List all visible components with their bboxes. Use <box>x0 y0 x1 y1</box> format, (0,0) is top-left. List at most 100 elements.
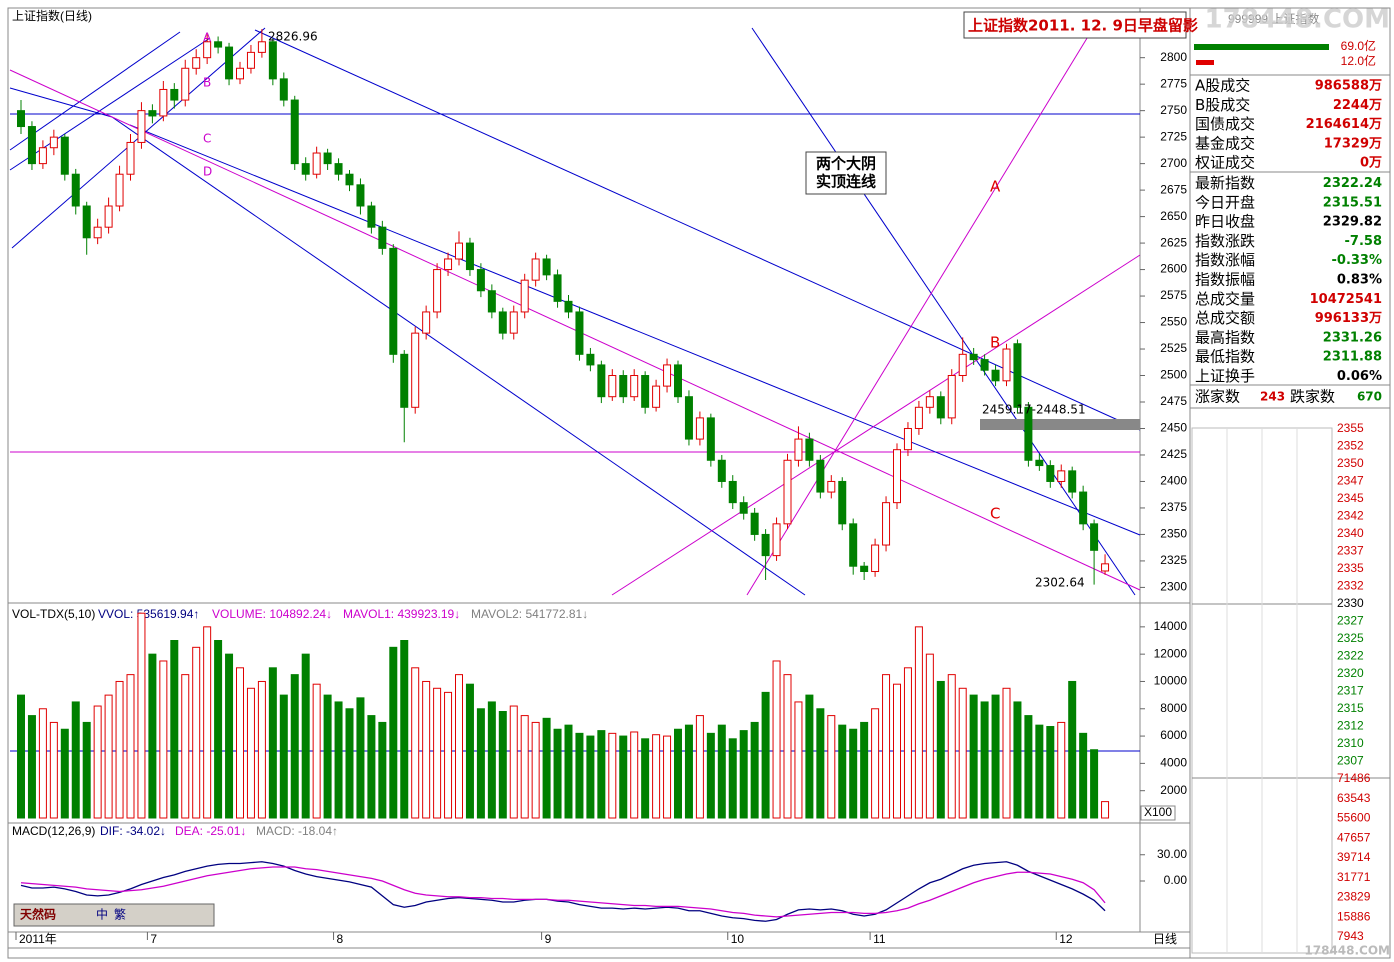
volume-bar <box>969 694 978 819</box>
intraday-price-label: 2325 <box>1337 631 1364 645</box>
volume-bar <box>717 724 726 819</box>
volume-bar <box>925 653 934 819</box>
volume-bar <box>641 738 650 819</box>
volume-bar <box>137 612 146 819</box>
volume-bar <box>148 653 157 819</box>
volume-bar <box>93 705 102 819</box>
volume-bar <box>1035 724 1044 819</box>
candle-body <box>104 205 113 228</box>
x-tick-label: 12 <box>1059 932 1073 946</box>
quote-label: A股成交 <box>1195 77 1250 95</box>
volume-bar <box>838 724 847 819</box>
trend-line <box>9 31 181 151</box>
volume-bar <box>706 732 715 819</box>
toolbar-button[interactable]: 天然码 <box>20 907 56 922</box>
annotation: A <box>990 178 1001 196</box>
legend-item: VOL-TDX(5,10) <box>12 607 95 621</box>
y-tick-label: 2800 <box>1160 50 1187 64</box>
volume-bar <box>71 701 80 819</box>
candle-body <box>214 41 223 48</box>
quote-value: 2244万 <box>1333 98 1382 113</box>
volume-bar <box>947 674 956 819</box>
volume-bar <box>367 715 376 819</box>
trend-line <box>9 69 1141 591</box>
volume-bar <box>104 694 113 819</box>
period-label: 日线 <box>1153 932 1177 946</box>
intraday-price-label: 2307 <box>1337 754 1364 768</box>
legend-item: MACD(12,26,9) <box>12 824 95 838</box>
volume-bar <box>1079 732 1088 819</box>
candle-body <box>936 396 945 419</box>
candle-body <box>827 480 836 493</box>
quote-value: 2331.26 <box>1323 330 1382 345</box>
candle-body <box>27 126 36 165</box>
volume-bar <box>27 715 36 819</box>
candle-body <box>400 353 409 408</box>
candle-body <box>871 544 880 573</box>
trend-lines <box>9 27 1141 752</box>
volume-bar <box>465 683 474 819</box>
quote-label: 最新指数 <box>1195 174 1255 192</box>
toolbar[interactable] <box>13 903 215 927</box>
volume-bar <box>214 640 223 819</box>
volume-bar <box>882 674 891 819</box>
candle-body <box>159 88 168 117</box>
intraday-price-label: 2322 <box>1337 649 1364 663</box>
volume-bar <box>531 721 540 819</box>
y-tick-label: 2500 <box>1160 368 1187 382</box>
y-tick-label: 12000 <box>1154 646 1188 660</box>
intraday-volume-label: 55600 <box>1337 811 1371 825</box>
volume-bar <box>17 694 25 819</box>
candle-body <box>564 300 573 313</box>
quote-value: 2322.24 <box>1323 176 1382 191</box>
gap-band <box>980 419 1140 430</box>
volume-bar <box>783 674 792 819</box>
annotation: A <box>203 31 212 45</box>
candle-body <box>947 375 956 419</box>
volume-bar <box>236 667 244 819</box>
candle-body <box>838 480 847 525</box>
intraday-price-label: 2352 <box>1337 439 1364 453</box>
annotation: 2826.96 <box>268 30 318 44</box>
volume-bar <box>630 731 639 819</box>
volume-bar <box>159 660 168 819</box>
frame <box>7 7 1391 959</box>
toolbar-button[interactable]: 中 <box>96 907 108 922</box>
volume-bar <box>323 694 332 819</box>
candle-body <box>1079 491 1088 525</box>
y-tick-label: 2625 <box>1160 235 1187 249</box>
volume-bar <box>575 732 584 819</box>
candle-body <box>137 110 146 143</box>
candle-body <box>323 152 332 165</box>
y-tick-label: 2400 <box>1160 474 1187 488</box>
trend-line <box>746 29 1093 596</box>
y-tick-label: 2475 <box>1160 394 1187 408</box>
intraday-price-label: 2315 <box>1337 701 1364 715</box>
candle-body <box>312 152 321 175</box>
intraday-price-label: 2350 <box>1337 456 1364 470</box>
y-tick-label: 2325 <box>1160 553 1187 567</box>
candle-body <box>236 67 244 80</box>
candle-body <box>882 502 891 546</box>
candle-body <box>192 57 201 69</box>
candle-body <box>1090 523 1099 551</box>
volume-bar <box>750 721 759 819</box>
toolbar-button[interactable]: 繁 <box>114 907 126 922</box>
volume-bar <box>674 728 682 819</box>
candle-body <box>1013 343 1022 408</box>
candle-body <box>531 258 540 281</box>
intraday-price-label: 2345 <box>1337 491 1364 505</box>
intraday-price-label: 2340 <box>1337 526 1364 540</box>
volume-bar <box>520 715 529 819</box>
volume-bar <box>170 640 179 819</box>
volume-bar <box>761 691 770 819</box>
intraday-price-label: 2335 <box>1337 561 1364 575</box>
y-tick-label: 2650 <box>1160 209 1187 223</box>
candle-body <box>695 417 704 440</box>
chart-title: 上证指数(日线) <box>12 8 92 23</box>
quote-value: 2315.51 <box>1323 195 1382 210</box>
breadth-label: 跌家数 <box>1290 388 1335 406</box>
quote-label: 国债成交 <box>1195 115 1255 133</box>
breadth-value: 243 <box>1260 390 1285 404</box>
